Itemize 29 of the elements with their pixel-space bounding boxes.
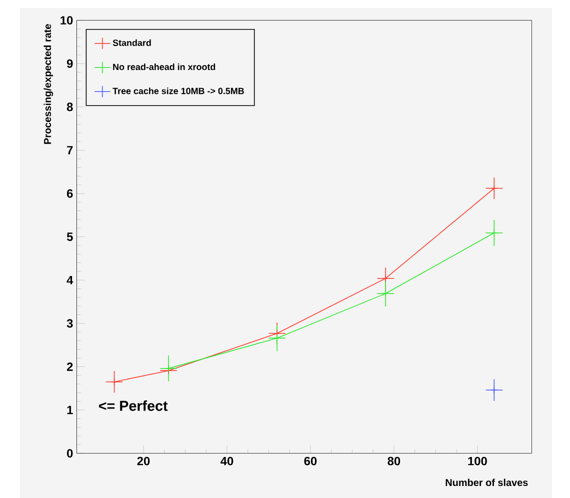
legend-label: No read-ahead in xrootd [113, 63, 216, 70]
y-tick-label: 2 [66, 362, 73, 371]
y-tick-label: 3 [66, 319, 73, 328]
y-tick-label: 6 [66, 189, 73, 198]
y-tick-label: 0 [67, 449, 73, 458]
point [382, 274, 389, 282]
y-tick-label: 8 [66, 102, 73, 112]
y-tick-label: 5 [66, 232, 73, 241]
x-axis-title: Number of slaves [446, 478, 528, 486]
annotation: <= Perfect [99, 400, 168, 411]
point [382, 290, 389, 297]
legend-label: Tree cache size 10MB -> 0.5MB [112, 88, 244, 94]
point [490, 184, 498, 192]
y-tick-label: 10 [60, 16, 73, 25]
point [490, 386, 498, 394]
point [274, 334, 280, 342]
x-tick-label: 60 [304, 456, 317, 466]
point [490, 230, 498, 236]
x-tick-label: 20 [137, 456, 150, 466]
y-tick-label: 1 [67, 406, 73, 414]
y-axis-title: Processing/expected rate [44, 24, 54, 144]
y-tick-label: 7 [67, 146, 73, 154]
x-tick-label: 80 [388, 456, 400, 466]
legend-label: Standard [112, 39, 151, 46]
x-tick-label: 100 [468, 456, 487, 466]
y-tick-label: 9 [66, 59, 73, 68]
x-tick-label: 40 [220, 456, 234, 466]
point [110, 378, 118, 386]
y-tick-label: 4 [66, 276, 74, 284]
